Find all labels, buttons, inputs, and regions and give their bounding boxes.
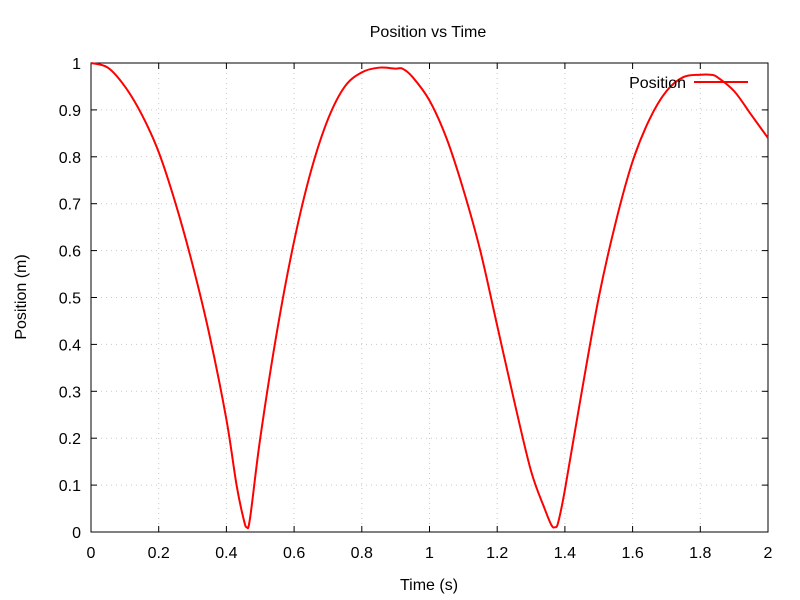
- y-tick-label: 0.5: [59, 291, 81, 308]
- y-axis-title: Position (m): [13, 254, 30, 339]
- y-tick-label: 0.6: [59, 244, 81, 261]
- x-tick-label: 0.4: [215, 545, 237, 562]
- y-tick-label: 0.7: [59, 197, 81, 214]
- y-tick-label: 0: [72, 525, 81, 542]
- y-tick-label: 0.8: [59, 150, 81, 167]
- x-axis-title: Time (s): [400, 577, 458, 594]
- x-tick-label: 0.8: [351, 545, 373, 562]
- y-tick-label: 1: [72, 56, 81, 73]
- x-tick-label: 1.4: [554, 545, 576, 562]
- legend-label-position: Position: [629, 75, 686, 92]
- x-tick-label: 1.6: [621, 545, 643, 562]
- y-tick-label: 0.1: [59, 478, 81, 495]
- y-tick-label: 0.2: [59, 431, 81, 448]
- x-tick-label: 0.6: [283, 545, 305, 562]
- grid: [91, 63, 768, 532]
- chart-title: Position vs Time: [370, 24, 487, 41]
- x-tick-label: 1.2: [486, 545, 508, 562]
- y-tick-label: 0.9: [59, 103, 81, 120]
- x-tick-label: 0.2: [148, 545, 170, 562]
- axis-ticks: 0 0.2 0.4 0.6 0.8 1 1.2 1.4 1.6 1.8 2 0 0.1 0.2 0.3 0.4…: [59, 56, 773, 562]
- y-tick-label: 0.3: [59, 384, 81, 401]
- x-tick-label: 1.8: [689, 545, 711, 562]
- y-tick-label: 0.4: [59, 337, 81, 354]
- x-tick-label: 1: [425, 545, 434, 562]
- legend: Position: [629, 75, 748, 92]
- x-tick-label: 2: [764, 545, 773, 562]
- x-tick-label: 0: [87, 545, 96, 562]
